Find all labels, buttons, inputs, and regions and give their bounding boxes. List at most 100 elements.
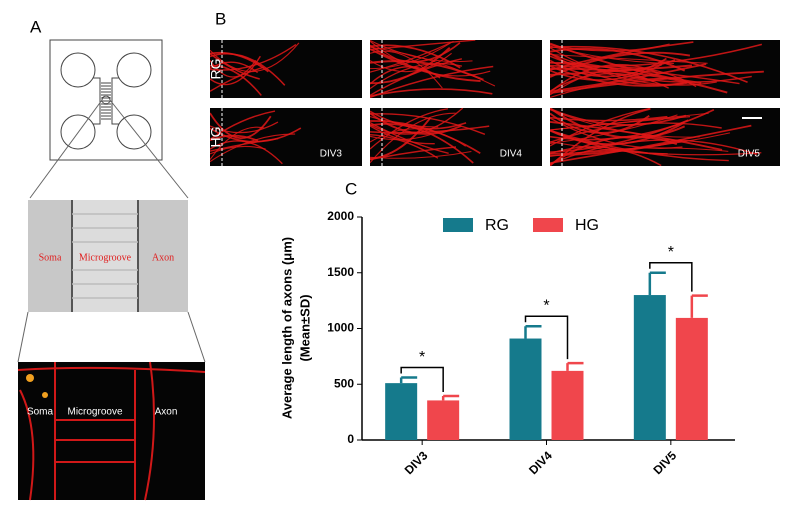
- image-label: Microgroove: [79, 252, 132, 263]
- row-label: RG: [208, 59, 224, 80]
- error-bar: [648, 271, 666, 296]
- device-diagram: [17, 39, 206, 363]
- panel-label: A: [30, 17, 42, 36]
- axon-trace: [370, 65, 494, 98]
- axon-trace: [550, 108, 687, 126]
- x-tick-label: DIV3: [402, 448, 431, 477]
- axon-trace: [550, 41, 694, 71]
- axon-trace: [370, 108, 449, 150]
- axon-trace: [550, 52, 752, 83]
- y-tick-label: 0: [347, 432, 354, 446]
- significance-label: *: [543, 297, 549, 314]
- image-label: Microgroove: [67, 407, 122, 418]
- y-tick-label: 2000: [327, 209, 354, 223]
- axon-trace: [550, 47, 717, 86]
- axon-trace: [550, 51, 691, 78]
- axon-trace: [370, 50, 443, 89]
- axon-trace: [550, 72, 655, 92]
- panel-label: C: [345, 179, 357, 198]
- y-tick-label: 1500: [327, 265, 354, 279]
- axon-trace: [550, 121, 723, 151]
- axon-trace: [210, 66, 264, 92]
- axon-trace: [210, 59, 257, 78]
- significance-bracket: [524, 315, 569, 360]
- significance-bracket: [649, 262, 693, 292]
- y-tick-label: 500: [334, 376, 354, 390]
- axon-trace: [210, 53, 286, 86]
- micrograph: [370, 40, 542, 98]
- axon-trace: [550, 108, 651, 166]
- y-axis-title: Average length of axons (μm): [279, 237, 294, 419]
- axon-trace: [550, 61, 669, 89]
- axon-trace: [370, 40, 491, 77]
- axon-trace: [370, 40, 454, 73]
- axon-trace: [210, 134, 259, 142]
- error-bar: [399, 376, 418, 384]
- axon-trace: [550, 116, 691, 131]
- error-bar: [524, 325, 542, 339]
- image-label: Soma: [39, 252, 62, 263]
- significance-label: *: [668, 244, 674, 261]
- significance-bracket: [400, 366, 444, 392]
- significance-label: *: [419, 349, 425, 366]
- phase-image: Soma Microgroove Axon: [28, 200, 188, 312]
- axon-trace: [370, 133, 439, 159]
- axon-trace: [550, 67, 697, 96]
- axon-trace: [210, 112, 272, 139]
- panel-label: B: [215, 9, 226, 28]
- axon-trace: [370, 46, 496, 87]
- row-label: HG: [208, 127, 224, 148]
- axon-trace: [210, 121, 279, 134]
- image-label: Axon: [155, 407, 178, 418]
- axon-trace: [370, 46, 451, 85]
- axon-trace: [370, 125, 490, 134]
- axon-trace: [370, 108, 464, 135]
- y-axis-title: (Mean±SD): [297, 294, 312, 361]
- axon-trace: [210, 42, 300, 73]
- legend-label: RG: [485, 217, 509, 234]
- axon-trace: [370, 125, 435, 145]
- micrograph: DIV5: [550, 108, 780, 166]
- x-tick-label: DIV5: [650, 448, 679, 477]
- legend-swatch: [443, 218, 473, 232]
- micrograph: DIV3: [210, 108, 362, 166]
- axon-trace: [550, 77, 666, 98]
- error-bar: [441, 394, 460, 401]
- micrograph: DIV4: [370, 108, 542, 166]
- axon-trace: [210, 53, 260, 80]
- column-label: DIV5: [738, 149, 761, 160]
- image-label: Axon: [152, 252, 174, 263]
- bar: [551, 370, 584, 440]
- axon-trace: [210, 110, 276, 140]
- axon-trace: [550, 141, 762, 156]
- bar: [633, 295, 666, 440]
- axon-trace: [370, 88, 493, 97]
- axon-trace: [370, 146, 457, 161]
- axon-trace: [550, 124, 752, 164]
- axon-trace: [370, 123, 474, 164]
- axon-trace: [370, 121, 449, 155]
- axon-trace: [550, 70, 764, 94]
- axon-trace: [550, 147, 729, 157]
- bar: [509, 338, 542, 440]
- column-label: DIV3: [320, 149, 343, 160]
- fluorescence-image: Soma Microgroove Axon: [17, 361, 206, 501]
- axon-trace: [370, 42, 451, 70]
- axon-trace: [210, 133, 296, 163]
- axon-trace: [550, 108, 686, 139]
- error-bar: [566, 361, 584, 371]
- axon-trace: [370, 40, 476, 51]
- image-label: Soma: [27, 407, 54, 418]
- axon-trace: [550, 45, 748, 83]
- axon-trace: [550, 67, 728, 94]
- x-tick-label: DIV4: [526, 448, 555, 477]
- legend-label: HG: [575, 217, 599, 234]
- axon-trace: [550, 121, 685, 146]
- axon-trace: [370, 44, 461, 69]
- axon-trace: [370, 110, 467, 130]
- error-bar: [690, 294, 708, 318]
- axon-trace: [550, 119, 689, 153]
- axon-trace: [550, 139, 683, 157]
- y-tick-label: 1000: [327, 321, 354, 335]
